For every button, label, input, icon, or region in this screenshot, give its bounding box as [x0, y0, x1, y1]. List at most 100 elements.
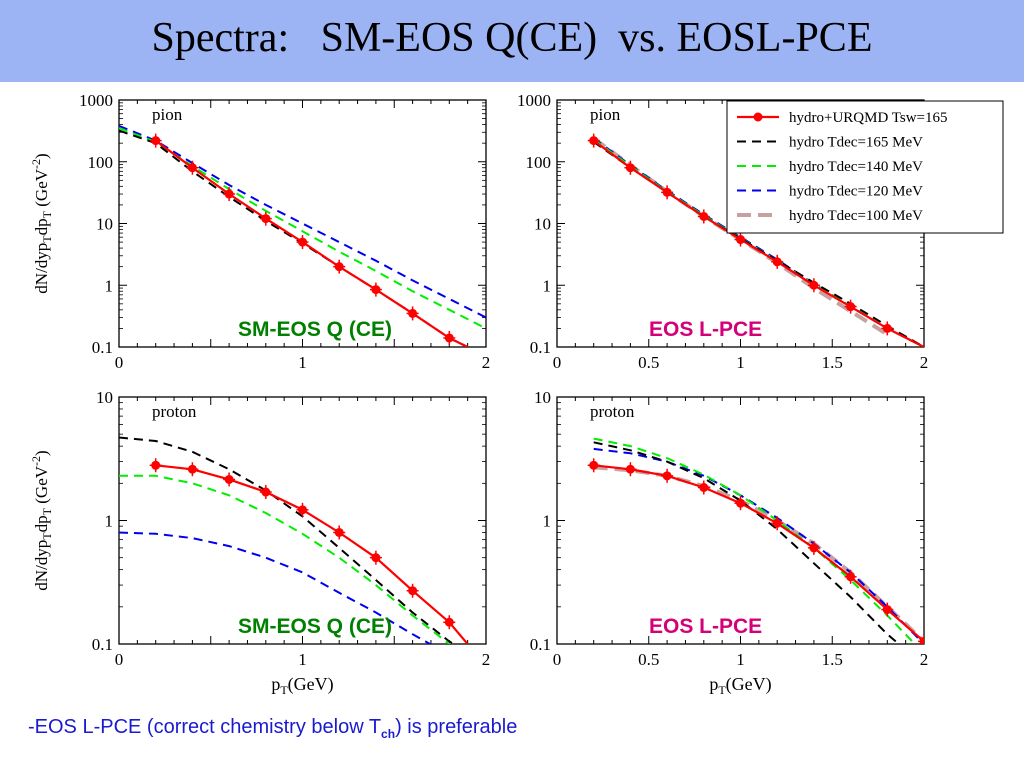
y-tick-label: 100: [526, 153, 552, 172]
x-tick-label: 1: [736, 353, 745, 372]
particle-annotation: pion: [590, 105, 621, 124]
legend-entry: hydro Tdec=140 MeV: [789, 159, 923, 175]
y-tick-label: 0.1: [92, 635, 113, 654]
data-marker: [408, 308, 418, 318]
data-marker: [736, 498, 745, 508]
y-tick-label: 0.1: [530, 338, 551, 357]
data-marker: [261, 487, 271, 497]
data-marker: [334, 262, 344, 272]
data-marker: [187, 163, 197, 173]
data-marker: [444, 333, 454, 343]
x-tick-label: 0: [115, 353, 124, 372]
series-line-tdec120: [119, 531, 433, 644]
series-line-tdec165: [593, 441, 901, 644]
curves: [587, 437, 924, 644]
x-tick-label: 2: [920, 353, 929, 372]
data-marker: [809, 543, 819, 553]
data-marker: [625, 464, 635, 474]
data-marker: [662, 471, 672, 481]
y-tick-label: 10: [96, 388, 113, 407]
curves: [587, 133, 924, 347]
x-tick-label: 0.5: [638, 353, 659, 372]
plot-proton-pce: 0.1 1 10 0 0.5 1 1.5 2 pT(GeV) proton EOS L-PCE: [530, 388, 929, 697]
eos-label: SM-EOS Q (CE): [238, 318, 392, 341]
x-axis-label: pT(GeV): [709, 674, 771, 697]
eos-label: EOS L-PCE: [649, 318, 762, 341]
series-line-hydro_urqmd: [593, 464, 924, 643]
particle-annotation: proton: [152, 402, 197, 421]
curves: [119, 124, 486, 347]
x-tick-label: 2: [920, 650, 929, 669]
data-marker: [772, 257, 782, 267]
data-marker: [371, 285, 381, 295]
data-marker: [662, 187, 672, 197]
data-marker: [408, 586, 418, 596]
data-marker: [625, 163, 635, 173]
title-bar: [0, 0, 1024, 82]
y-tick-label: 0.1: [530, 635, 551, 654]
series-line-hydro_urqmd: [593, 139, 924, 347]
x-tick-label: 0: [115, 650, 124, 669]
series-line-hydro_urqmd: [155, 139, 469, 347]
x-axis-label: pT(GeV): [271, 674, 333, 697]
y-tick-label: 10: [534, 388, 551, 407]
x-tick-label: 0: [553, 650, 562, 669]
data-marker: [187, 464, 197, 474]
data-marker: [846, 302, 856, 312]
y-tick-label: 0.1: [92, 338, 113, 357]
data-marker: [334, 527, 344, 537]
series-line-tdec120: [593, 447, 924, 644]
footer-suffix: ) is preferable: [395, 716, 518, 738]
x-tick-label: 0: [553, 353, 562, 372]
eos-label: SM-EOS Q (CE): [238, 615, 392, 638]
data-marker: [699, 483, 709, 493]
y-tick-label: 10: [96, 215, 113, 234]
data-marker: [261, 214, 271, 224]
x-tick-label: 1: [298, 353, 307, 372]
data-marker: [151, 460, 161, 470]
data-marker: [224, 189, 234, 199]
data-marker: [151, 136, 161, 146]
x-tick-label: 2: [482, 650, 491, 669]
data-marker: [846, 572, 856, 582]
y-axis-label: dN/dypTdpT (GeV-2): [29, 153, 54, 293]
curves: [119, 436, 469, 644]
series-line-tdec140: [119, 474, 452, 644]
x-tick-label: 2: [482, 353, 491, 372]
eos-label: EOS L-PCE: [649, 615, 762, 638]
x-tick-label: 1: [298, 650, 307, 669]
legend-entry: hydro Tdec=100 MeV: [789, 208, 923, 224]
y-tick-label: 1: [543, 276, 552, 295]
plot-proton-smeos: 0.1 1 10 0 1 2 dN/dypTdpT (GeV-2) pT(GeV) proton…: [29, 388, 490, 697]
y-tick-label: 100: [88, 153, 114, 172]
data-marker: [589, 136, 599, 146]
series-line-tdec120: [119, 124, 486, 319]
series-line-hydro_urqmd: [155, 464, 469, 644]
plot-pion-pce: 0.1 1 10 100 1000 0 0.5 1 1.5 2 pion EOS L-PCE hydro…: [517, 91, 1004, 372]
data-marker: [882, 605, 892, 615]
plot-pion-smeos: 0.1 1 10 100 1000 0 1 2 dN/dypTdpT (GeV-2) pion SM…: [29, 91, 490, 372]
plot-frame: [118, 99, 487, 348]
data-marker: [371, 553, 381, 563]
data-marker: [919, 636, 924, 644]
footer-text: -EOS L-PCE (correct chemistry below Tch)…: [28, 716, 517, 741]
data-marker: [772, 518, 782, 528]
data-marker: [809, 280, 819, 290]
y-tick-label: 1000: [79, 91, 113, 110]
legend-entry: hydro Tdec=120 MeV: [789, 184, 923, 200]
data-marker: [589, 460, 599, 470]
x-tick-label: 0.5: [638, 650, 659, 669]
data-marker: [224, 474, 234, 484]
y-tick-label: 10: [534, 215, 551, 234]
y-axis-label: dN/dypTdpT (GeV-2): [29, 450, 54, 590]
x-tick-label: 1.5: [822, 353, 843, 372]
x-tick-label: 1: [736, 650, 745, 669]
data-marker: [444, 617, 454, 627]
y-tick-label: 1: [105, 512, 114, 531]
plot-frame: [556, 396, 925, 645]
legend-entry: hydro Tdec=165 MeV: [789, 135, 923, 151]
data-marker: [298, 237, 307, 247]
x-tick-label: 1.5: [822, 650, 843, 669]
series-line-tdec140: [593, 437, 916, 644]
